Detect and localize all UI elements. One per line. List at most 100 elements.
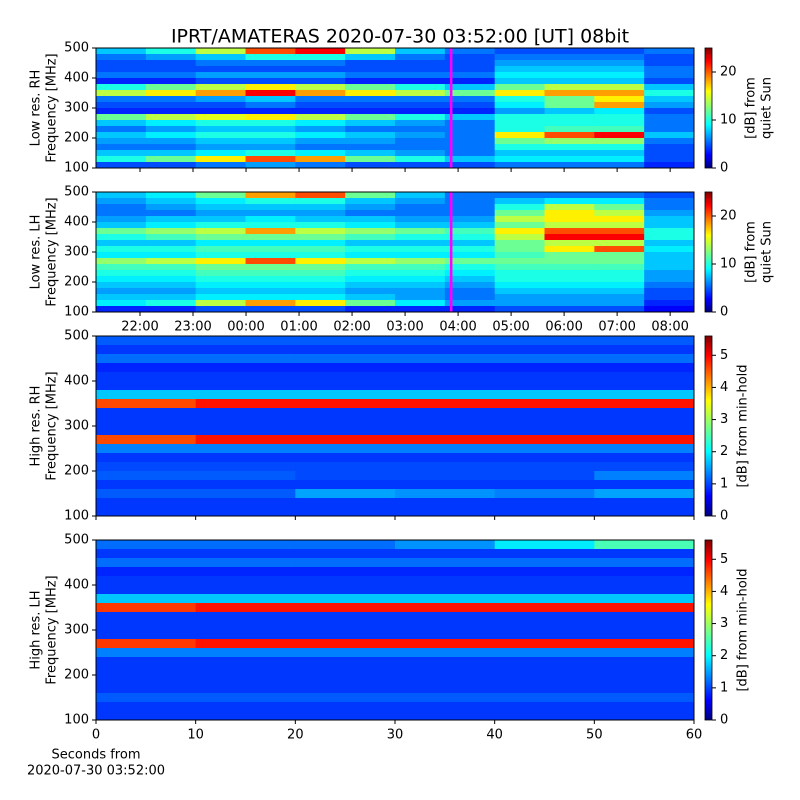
colorbar-label: quiet Sun bbox=[760, 221, 775, 283]
heat-cell bbox=[145, 150, 197, 157]
heat-cell bbox=[594, 108, 645, 115]
y-tick-label: 100 bbox=[64, 161, 89, 176]
heat-cell bbox=[245, 192, 296, 199]
heat-cell bbox=[245, 270, 296, 277]
heat-cell bbox=[544, 228, 595, 235]
heat-cell bbox=[295, 288, 346, 295]
heat-cell bbox=[644, 264, 695, 271]
x-tick-label: 03:00 bbox=[386, 320, 423, 335]
heat-cell bbox=[295, 603, 396, 613]
heat-cell bbox=[544, 78, 595, 85]
heat-cell bbox=[494, 444, 595, 454]
heat-cell bbox=[594, 345, 695, 355]
heat-cell bbox=[295, 258, 346, 265]
heat-cell bbox=[494, 300, 545, 307]
heat-cell bbox=[544, 96, 595, 103]
heat-cell bbox=[295, 84, 346, 91]
heat-cell bbox=[295, 693, 396, 703]
heat-cell bbox=[345, 144, 396, 151]
heat-cell bbox=[295, 675, 396, 685]
heat-cell bbox=[96, 270, 147, 277]
heat-cell bbox=[395, 288, 446, 295]
heat-cell bbox=[245, 210, 296, 217]
heat-cell bbox=[195, 489, 296, 499]
heat-cell bbox=[96, 120, 147, 127]
heat-cell bbox=[295, 711, 396, 721]
heat-cell bbox=[494, 684, 595, 694]
heat-cell bbox=[96, 621, 197, 631]
heat-cell bbox=[345, 126, 396, 133]
heat-cell bbox=[195, 234, 246, 241]
heat-cell bbox=[195, 354, 296, 364]
heat-cell bbox=[195, 336, 296, 346]
heat-cell bbox=[494, 462, 595, 472]
heat-cell bbox=[444, 132, 496, 139]
heat-cell bbox=[195, 246, 246, 253]
heat-cell bbox=[494, 345, 595, 355]
heat-cell bbox=[96, 354, 197, 364]
heat-cell bbox=[395, 621, 496, 631]
heat-cell bbox=[594, 480, 695, 490]
heat-cell bbox=[494, 66, 545, 73]
heat-cell bbox=[395, 114, 446, 121]
heat-cell bbox=[145, 96, 197, 103]
heat-cell bbox=[544, 60, 595, 67]
heat-cell bbox=[494, 126, 545, 133]
heat-cell bbox=[295, 162, 346, 169]
heat-cell bbox=[494, 702, 595, 712]
heat-cell bbox=[494, 399, 595, 409]
heat-cell bbox=[96, 108, 147, 115]
heat-cell bbox=[395, 345, 496, 355]
heat-cell bbox=[295, 90, 346, 97]
heat-cell bbox=[444, 192, 496, 199]
x-tick-label: 23:00 bbox=[174, 320, 211, 335]
heat-cell bbox=[395, 210, 446, 217]
heat-cell bbox=[594, 72, 645, 79]
colorbar-tick-label: 20 bbox=[720, 65, 737, 80]
heat-cell bbox=[494, 228, 545, 235]
heat-cell bbox=[395, 60, 446, 67]
heat-cell bbox=[644, 114, 695, 121]
heat-cell bbox=[594, 144, 645, 151]
heat-cell bbox=[145, 270, 197, 277]
heat-cell bbox=[494, 549, 595, 559]
heat-cell bbox=[195, 150, 246, 157]
heat-cell bbox=[96, 444, 197, 454]
heat-cell bbox=[245, 108, 296, 115]
heat-cell bbox=[195, 162, 246, 169]
heat-cell bbox=[594, 306, 645, 313]
heat-cell bbox=[195, 78, 246, 85]
heat-cell bbox=[544, 270, 595, 277]
heat-cell bbox=[594, 246, 645, 253]
heat-cell bbox=[195, 252, 246, 259]
heat-cell bbox=[345, 198, 396, 205]
heat-cell bbox=[195, 276, 246, 283]
heat-cell bbox=[594, 585, 695, 595]
heat-cell bbox=[594, 336, 695, 346]
heat-cell bbox=[295, 585, 396, 595]
y-axis-label: Low res. LH bbox=[29, 215, 44, 290]
heat-cell bbox=[345, 150, 396, 157]
heat-cell bbox=[145, 162, 197, 169]
heat-cell bbox=[395, 78, 446, 85]
heat-cell bbox=[195, 198, 246, 205]
heat-cell bbox=[96, 408, 197, 418]
heat-cell bbox=[444, 258, 496, 265]
x-tick-label: 05:00 bbox=[492, 320, 529, 335]
heat-cell bbox=[345, 246, 396, 253]
heat-cell bbox=[594, 204, 645, 211]
heat-cell bbox=[395, 408, 496, 418]
heat-cell bbox=[345, 156, 396, 163]
heat-cell bbox=[96, 234, 147, 241]
heat-cell bbox=[96, 216, 147, 223]
heat-cell bbox=[644, 234, 695, 241]
heat-cell bbox=[195, 90, 246, 97]
heat-cell bbox=[195, 603, 296, 613]
heat-cell bbox=[395, 372, 496, 382]
heat-cell bbox=[594, 693, 695, 703]
heat-cell bbox=[395, 204, 446, 211]
heat-cell bbox=[494, 426, 595, 436]
heat-cell bbox=[96, 558, 197, 568]
heat-cell bbox=[594, 594, 695, 604]
heat-cell bbox=[395, 558, 496, 568]
